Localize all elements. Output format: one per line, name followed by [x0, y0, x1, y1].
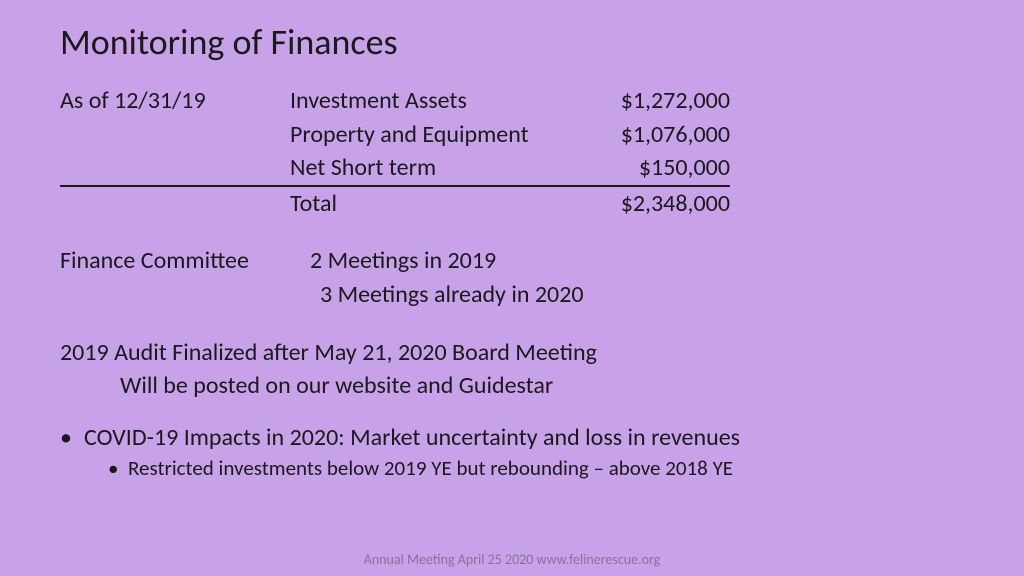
finance-row-2: Property and Equipment $1,076,000: [60, 118, 964, 152]
committee-line-1: 2 Meetings in 2019: [310, 244, 496, 278]
finance-table: As of 12/31/19 Investment Assets $1,272,…: [60, 84, 964, 220]
finance-row-1: As of 12/31/19 Investment Assets $1,272,…: [60, 84, 964, 118]
covid-section: • COVID-19 Impacts in 2020: Market uncer…: [60, 421, 964, 484]
committee-section: Finance Committee 2 Meetings in 2019 3 M…: [60, 244, 964, 311]
covid-main-text: COVID-19 Impacts in 2020: Market uncerta…: [84, 421, 740, 455]
bullet-dot-icon: •: [60, 421, 84, 455]
committee-label: Finance Committee: [60, 244, 310, 278]
finance-label: Property and Equipment: [290, 118, 590, 152]
finance-label: Net Short term: [290, 151, 590, 185]
audit-section: 2019 Audit Finalized after May 21, 2020 …: [60, 336, 964, 403]
finance-total-row: Total $2,348,000: [60, 187, 964, 221]
slide-content: As of 12/31/19 Investment Assets $1,272,…: [60, 84, 964, 484]
covid-sub-text: Restricted investments below 2019 YE but…: [128, 454, 733, 483]
finance-value: $1,272,000: [590, 84, 730, 118]
as-of-date: As of 12/31/19: [60, 84, 290, 118]
audit-line-2: Will be posted on our website and Guides…: [120, 369, 964, 403]
empty-cell: [60, 118, 290, 152]
finance-row-3-underlined: Net Short term $150,000: [60, 151, 730, 187]
finance-value: $150,000: [590, 151, 730, 185]
total-label: Total: [290, 187, 590, 221]
empty-cell: [60, 151, 290, 185]
finance-label: Investment Assets: [290, 84, 590, 118]
slide-footer: Annual Meeting April 25 2020 www.feliner…: [0, 551, 1024, 568]
total-value: $2,348,000: [590, 187, 730, 221]
empty-cell: [60, 187, 290, 221]
audit-line-1: 2019 Audit Finalized after May 21, 2020 …: [60, 336, 964, 370]
bullet-dot-icon: •: [108, 454, 128, 483]
bullet-main: • COVID-19 Impacts in 2020: Market uncer…: [60, 421, 964, 455]
committee-line-2: 3 Meetings already in 2020: [320, 278, 964, 312]
bullet-sub: • Restricted investments below 2019 YE b…: [108, 454, 964, 483]
committee-row-1: Finance Committee 2 Meetings in 2019: [60, 244, 964, 278]
slide-title: Monitoring of Finances: [60, 20, 964, 64]
finance-value: $1,076,000: [590, 118, 730, 152]
